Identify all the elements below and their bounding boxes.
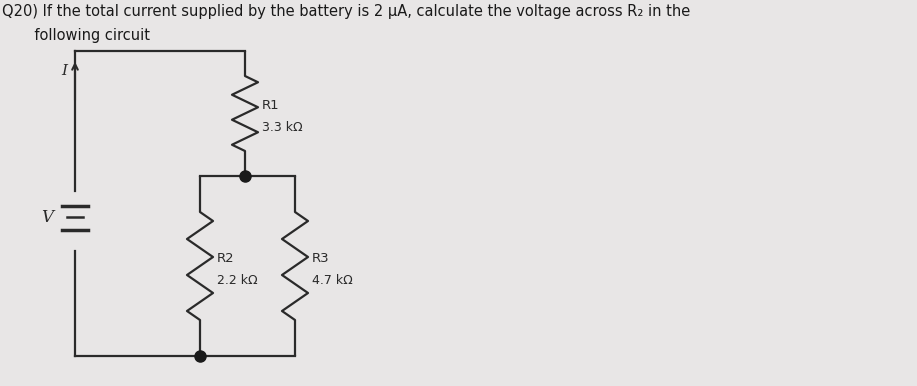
- Text: 2.2 kΩ: 2.2 kΩ: [217, 274, 258, 286]
- Text: R3: R3: [312, 252, 329, 264]
- Text: V: V: [41, 210, 53, 227]
- Text: I: I: [61, 64, 67, 78]
- Text: R2: R2: [217, 252, 235, 264]
- Text: 4.7 kΩ: 4.7 kΩ: [312, 274, 353, 286]
- Text: 3.3 kΩ: 3.3 kΩ: [262, 121, 303, 134]
- Text: R1: R1: [262, 99, 280, 112]
- Text: following circuit: following circuit: [2, 28, 150, 43]
- Text: Q20) If the total current supplied by the battery is 2 μA, calculate the voltage: Q20) If the total current supplied by th…: [2, 4, 691, 19]
